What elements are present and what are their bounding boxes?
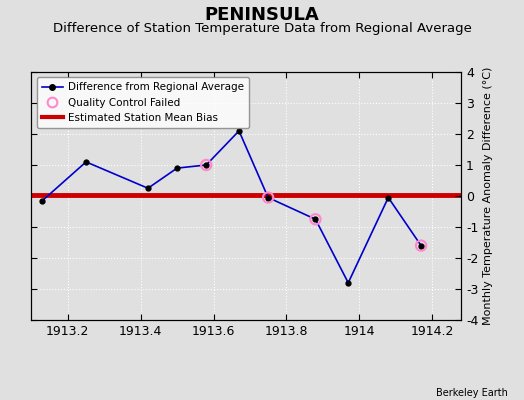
Point [202,162,211,168]
Text: PENINSULA: PENINSULA [205,6,319,24]
Point [311,216,320,222]
Text: Difference of Station Temperature Data from Regional Average: Difference of Station Temperature Data f… [52,22,472,35]
Text: Berkeley Earth: Berkeley Earth [436,388,508,398]
Point [417,242,425,249]
Y-axis label: Monthly Temperature Anomaly Difference (°C): Monthly Temperature Anomaly Difference (… [483,67,493,325]
Point [264,194,272,201]
